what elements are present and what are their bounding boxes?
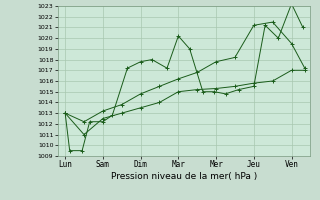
X-axis label: Pression niveau de la mer( hPa ): Pression niveau de la mer( hPa ) — [111, 172, 257, 181]
